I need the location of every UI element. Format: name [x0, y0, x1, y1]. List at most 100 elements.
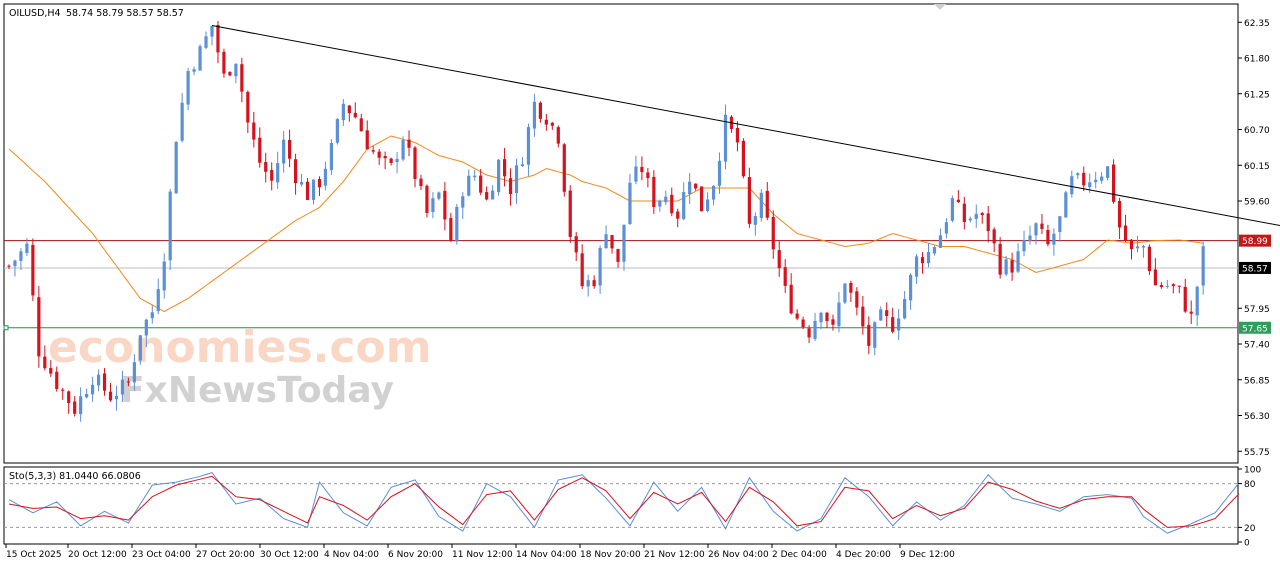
candle[interactable] — [855, 287, 859, 316]
candle[interactable] — [216, 21, 220, 64]
candle[interactable] — [341, 99, 345, 127]
candle[interactable] — [926, 243, 931, 268]
candle[interactable] — [144, 318, 148, 348]
candle[interactable] — [986, 205, 990, 243]
candle[interactable] — [347, 104, 351, 122]
candle[interactable] — [944, 218, 949, 239]
candle[interactable] — [168, 188, 172, 270]
candle[interactable] — [162, 253, 166, 299]
candle[interactable] — [19, 248, 23, 271]
candle[interactable] — [79, 387, 83, 422]
candle[interactable] — [1165, 279, 1169, 289]
candle[interactable] — [646, 167, 650, 188]
candle[interactable] — [1183, 278, 1187, 313]
candle[interactable] — [43, 345, 47, 371]
candle[interactable] — [1022, 230, 1026, 257]
candle[interactable] — [234, 63, 238, 84]
candle[interactable] — [1123, 214, 1128, 242]
candle[interactable] — [467, 169, 471, 197]
candle[interactable] — [1177, 285, 1181, 294]
candle[interactable] — [425, 184, 429, 218]
candle[interactable] — [837, 291, 841, 333]
candle[interactable] — [867, 316, 871, 355]
candle[interactable] — [449, 212, 453, 242]
candle[interactable] — [491, 185, 495, 200]
candle[interactable] — [813, 312, 817, 342]
candle[interactable] — [735, 121, 740, 152]
candle[interactable] — [1016, 243, 1020, 274]
candle[interactable] — [705, 192, 710, 213]
candle[interactable] — [383, 151, 387, 170]
candle[interactable] — [1094, 171, 1098, 189]
candle[interactable] — [1117, 197, 1122, 240]
candle[interactable] — [508, 168, 513, 206]
candle[interactable] — [96, 369, 101, 392]
candle[interactable] — [694, 183, 698, 191]
candle[interactable] — [1028, 225, 1032, 245]
candle[interactable] — [532, 93, 537, 137]
candle[interactable] — [1147, 244, 1152, 275]
moving-average-line[interactable] — [8, 135, 1204, 313]
trendline[interactable] — [211, 25, 1280, 234]
candle[interactable] — [825, 311, 829, 329]
candle[interactable] — [473, 170, 477, 181]
candle[interactable] — [1135, 235, 1140, 253]
candle[interactable] — [616, 248, 620, 268]
candle[interactable] — [980, 211, 984, 224]
candle[interactable] — [246, 90, 250, 134]
candle[interactable] — [765, 182, 769, 221]
level-anchor[interactable] — [3, 325, 9, 331]
candle[interactable] — [431, 192, 435, 219]
candle[interactable] — [741, 138, 746, 179]
candle[interactable] — [968, 216, 972, 223]
chart-shift-marker[interactable] — [934, 4, 946, 10]
candle[interactable] — [628, 173, 632, 225]
candle[interactable] — [783, 259, 787, 293]
candle[interactable] — [1052, 228, 1056, 256]
candle[interactable] — [198, 44, 202, 71]
candle[interactable] — [849, 280, 853, 302]
candle[interactable] — [717, 152, 722, 194]
candle[interactable] — [664, 190, 668, 205]
candle[interactable] — [138, 335, 142, 365]
candle[interactable] — [329, 138, 334, 175]
candle[interactable] — [407, 130, 411, 157]
candle[interactable] — [1106, 166, 1110, 181]
candle[interactable] — [932, 245, 937, 256]
candle[interactable] — [7, 264, 11, 270]
candle[interactable] — [1111, 159, 1116, 204]
candle[interactable] — [514, 158, 519, 204]
candle[interactable] — [879, 306, 883, 322]
candle[interactable] — [1100, 172, 1104, 184]
candle[interactable] — [938, 228, 943, 248]
candle[interactable] — [282, 130, 286, 173]
candle[interactable] — [270, 162, 274, 191]
candle[interactable] — [598, 245, 602, 294]
candle[interactable] — [1058, 215, 1062, 242]
candle[interactable] — [49, 360, 53, 377]
candle[interactable] — [1082, 166, 1086, 192]
candle[interactable] — [1141, 244, 1146, 258]
candle[interactable] — [908, 273, 913, 310]
candle[interactable] — [897, 308, 901, 340]
candle[interactable] — [652, 170, 656, 214]
candle[interactable] — [526, 123, 531, 176]
stoch-line-signal[interactable] — [8, 475, 1240, 528]
candle[interactable] — [688, 172, 692, 205]
candle[interactable] — [389, 157, 393, 166]
candle[interactable] — [25, 237, 29, 256]
candle[interactable] — [192, 66, 196, 76]
candle[interactable] — [610, 235, 614, 254]
candle[interactable] — [204, 31, 208, 50]
candle[interactable] — [903, 291, 907, 320]
candle[interactable] — [658, 199, 662, 212]
candle[interactable] — [150, 305, 154, 324]
candle[interactable] — [180, 92, 184, 143]
candle[interactable] — [759, 189, 763, 222]
candle[interactable] — [67, 390, 71, 414]
candle[interactable] — [240, 57, 244, 103]
candle[interactable] — [108, 382, 113, 402]
candle[interactable] — [843, 282, 847, 305]
candle[interactable] — [861, 296, 865, 335]
candle[interactable] — [1070, 170, 1074, 198]
